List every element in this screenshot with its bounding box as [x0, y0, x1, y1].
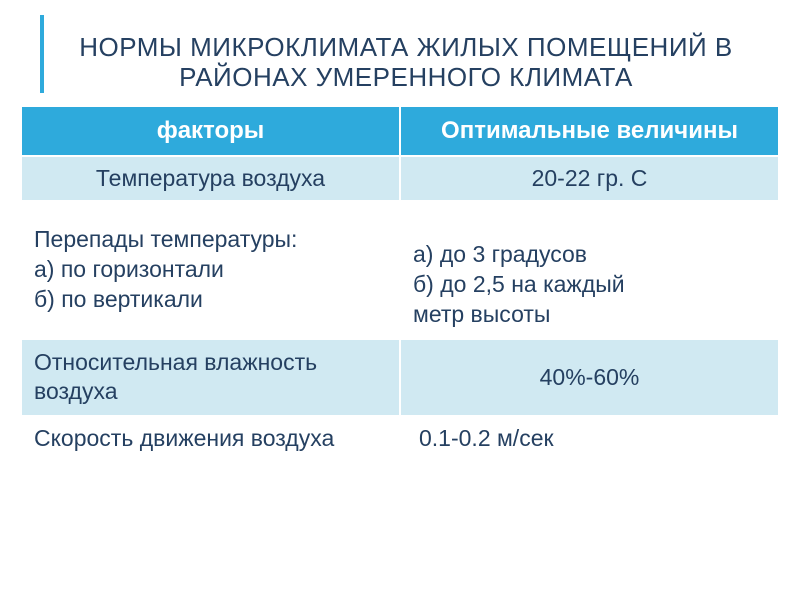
table-row: Температура воздуха 20-22 гр. С	[21, 156, 779, 201]
cell-factor-drops: Перепады температуры: а) по горизонтали …	[21, 201, 400, 339]
text-line: а) по горизонтали	[34, 255, 387, 285]
text-line	[413, 210, 766, 240]
microclimate-table: факторы Оптимальные величины Температура…	[20, 105, 780, 462]
slide-title: НОРМЫ МИКРОКЛИМАТА ЖИЛЫХ ПОМЕЩЕНИЙ В РАЙ…	[62, 33, 780, 93]
text-line: воздуха	[34, 377, 387, 407]
table-row: Относительная влажность воздуха 40%-60%	[21, 339, 779, 417]
title-wrap: НОРМЫ МИКРОКЛИМАТА ЖИЛЫХ ПОМЕЩЕНИЙ В РАЙ…	[20, 15, 780, 93]
cell-value-airspeed: 0.1-0.2 м/сек	[400, 416, 779, 461]
cell-value-humidity: 40%-60%	[400, 339, 779, 417]
text-line: б) до 2,5 на каждый	[413, 270, 766, 300]
cell-factor-airspeed: Скорость движения воздуха	[21, 416, 400, 461]
text-line: метр высоты	[413, 300, 766, 330]
header-factors: факторы	[21, 106, 400, 156]
cell-value-temp: 20-22 гр. С	[400, 156, 779, 201]
cell-factor-humidity: Относительная влажность воздуха	[21, 339, 400, 417]
text-line: Перепады температуры:	[34, 225, 387, 255]
text-line: Относительная влажность	[34, 348, 387, 378]
title-accent-bar	[40, 15, 44, 93]
slide-container: НОРМЫ МИКРОКЛИМАТА ЖИЛЫХ ПОМЕЩЕНИЙ В РАЙ…	[0, 0, 800, 600]
table-row: Скорость движения воздуха 0.1-0.2 м/сек	[21, 416, 779, 461]
table-row: Перепады температуры: а) по горизонтали …	[21, 201, 779, 339]
text-line: а) до 3 градусов	[413, 240, 766, 270]
cell-factor-temp: Температура воздуха	[21, 156, 400, 201]
cell-value-drops: а) до 3 градусов б) до 2,5 на каждый мет…	[400, 201, 779, 339]
header-values: Оптимальные величины	[400, 106, 779, 156]
table-header-row: факторы Оптимальные величины	[21, 106, 779, 156]
text-line: б) по вертикали	[34, 285, 387, 315]
